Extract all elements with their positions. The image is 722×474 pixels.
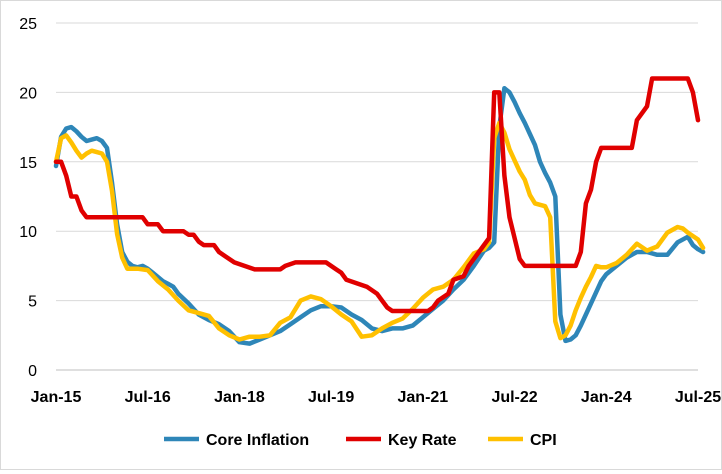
series-lines	[53, 76, 706, 346]
x-tick-label: Jul-19	[308, 389, 354, 406]
x-tick-label: Jan-15	[31, 389, 82, 406]
x-tick-label: Jul-25	[675, 389, 721, 406]
y-axis-tick-labels: 0 5 10 15 20 25	[19, 16, 37, 380]
x-tick-label: Jan-18	[214, 389, 265, 406]
x-tick-label: Jan-24	[581, 389, 632, 406]
y-tick-label: 5	[28, 294, 37, 311]
legend: Core Inflation Key Rate CPI	[164, 432, 557, 449]
x-tick-label: Jan-21	[398, 389, 449, 406]
y-tick-label: 25	[19, 16, 37, 33]
y-tick-label: 15	[19, 155, 37, 172]
y-tick-label: 20	[19, 85, 37, 102]
x-tick-label: Jul-16	[125, 389, 171, 406]
x-tick-label: Jul-22	[491, 389, 537, 406]
legend-label: Key Rate	[388, 432, 457, 449]
y-tick-label: 0	[28, 363, 37, 380]
gridlines	[56, 22, 698, 302]
series-line-core-inflation	[53, 85, 706, 346]
x-axis-tick-labels: Jan-15 Jul-16 Jan-18 Jul-19 Jan-21 Jul-22 Jan-…	[31, 389, 722, 406]
legend-label: Core Inflation	[206, 432, 309, 449]
y-tick-label: 10	[19, 224, 37, 241]
legend-label: CPI	[530, 432, 557, 449]
series-line-key-rate	[53, 76, 701, 314]
